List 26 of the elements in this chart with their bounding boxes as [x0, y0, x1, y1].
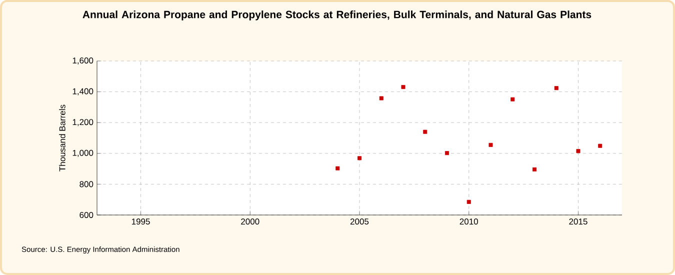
point [554, 86, 558, 90]
point [358, 156, 362, 160]
point [336, 166, 340, 170]
chart-title: Annual Arizona Propane and Propylene Stocks at Refineries, Bulk Terminals, and Natural Gas Plants [82, 10, 592, 20]
point [445, 151, 449, 156]
point [488, 142, 493, 147]
y-tick-label: 1,200 [72, 119, 94, 126]
y-tick-label: 600 [80, 212, 94, 218]
point [532, 167, 536, 172]
y-tick-label: 1,400 [72, 88, 94, 96]
point [423, 130, 428, 134]
x-tick-label: 2000 [241, 218, 260, 225]
x-tick-label: 2010 [460, 218, 478, 225]
y-axis-title: Thousand Barrels [59, 104, 66, 172]
y-tick-label: 1,600 [72, 57, 94, 64]
x-tick-label: 1995 [132, 218, 150, 225]
x-tick-label: 2005 [350, 218, 369, 225]
y-tick-label: 1,000 [72, 150, 94, 157]
point [576, 149, 580, 154]
x-tick-label: 2015 [569, 218, 588, 225]
point [598, 144, 602, 148]
point [510, 97, 515, 102]
point [401, 85, 406, 90]
y-tick-label: 800 [80, 181, 94, 188]
point [379, 96, 384, 100]
point [466, 200, 471, 204]
